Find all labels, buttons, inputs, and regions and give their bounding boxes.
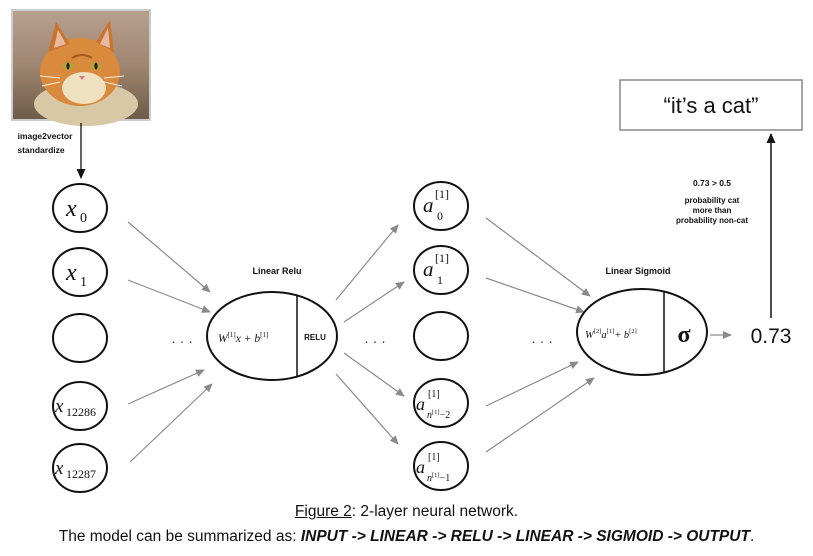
hidden-node-empty [413, 311, 469, 361]
svg-text:probability non-cat: probability non-cat [676, 216, 748, 225]
hidden-node-a0: a [1] 0 [413, 181, 469, 231]
figure-title: : 2-layer neural network. [351, 503, 519, 520]
svg-text:1: 1 [437, 273, 443, 287]
linear-formula-1: W[1]x + b[1] [218, 331, 268, 345]
input-node-x12287: x 12287 [52, 443, 108, 493]
input-node-x1: x 1 [52, 247, 108, 297]
linear-relu-neuron: W[1]x + b[1] RELU [206, 291, 338, 381]
svg-text:a: a [416, 457, 425, 477]
svg-text:1: 1 [80, 275, 87, 290]
svg-text:[1]: [1] [435, 187, 449, 201]
input-node-empty [52, 313, 108, 363]
linear-sigmoid-label: Linear Sigmoid [605, 266, 670, 276]
linear-sigmoid-neuron: W[2]a[1]+ b[2] σ [576, 288, 708, 376]
ellipsis-1: · · · [171, 333, 193, 349]
relu-to-hidden-arrows [335, 224, 405, 445]
svg-text:more than: more than [693, 206, 732, 215]
linear-relu-label: Linear Relu [252, 266, 301, 276]
svg-text:[1]: [1] [435, 251, 449, 265]
hidden-node-a1: a [1] 1 [413, 245, 469, 295]
model-summary: The model can be summarized as: INPUT ->… [0, 528, 813, 546]
svg-text:x: x [65, 260, 77, 286]
result-text: “it’s a cat” [664, 93, 759, 118]
input-node-x12286: x 12286 [52, 381, 108, 431]
figure-caption: Figure 2: 2-layer neural network. [0, 503, 813, 521]
hidden-node-a-n-minus-2: a [1] n[1]−2 [413, 378, 469, 428]
svg-text:probability cat: probability cat [685, 196, 740, 205]
standardize-label: standardize [17, 145, 65, 155]
sigma-symbol: σ [677, 322, 690, 348]
hidden-node-a-n-minus-1: a [1] n[1]−1 [413, 441, 469, 491]
result-box: “it’s a cat” [619, 79, 803, 131]
svg-text:a: a [423, 193, 434, 217]
cat-image [11, 9, 151, 126]
svg-text:0: 0 [80, 211, 87, 226]
svg-text:0.73 > 0.5: 0.73 > 0.5 [693, 178, 731, 188]
summary-pipeline: INPUT -> LINEAR -> RELU -> LINEAR -> SIG… [300, 528, 750, 545]
svg-text:x: x [65, 196, 77, 222]
svg-text:[1]: [1] [428, 389, 440, 400]
svg-text:n[1]−1: n[1]−1 [427, 472, 450, 484]
svg-text:[1]: [1] [428, 452, 440, 463]
svg-text:a: a [423, 257, 434, 281]
figure-ref: Figure 2 [294, 503, 352, 520]
summary-prefix: The model can be summarized as: [58, 528, 301, 545]
svg-text:0: 0 [437, 209, 443, 223]
input-to-hidden-arrows [127, 221, 213, 463]
input-node-x0: x 0 [52, 183, 108, 233]
svg-text:12286: 12286 [66, 405, 96, 419]
svg-text:a: a [416, 394, 425, 414]
hidden-to-output-arrows [485, 217, 595, 453]
ellipsis-3: · · · [531, 333, 553, 349]
svg-text:n[1]−2: n[1]−2 [427, 409, 450, 421]
image2vector-label: image2vector [18, 131, 73, 141]
svg-text:x: x [54, 458, 64, 479]
svg-text:12287: 12287 [66, 467, 96, 481]
summary-end: . [749, 528, 755, 545]
output-value: 0.73 [751, 325, 792, 348]
threshold-annotation: 0.73 > 0.5 probability cat more than pro… [676, 178, 748, 225]
ellipsis-2: · · · [364, 333, 386, 349]
svg-text:x: x [54, 396, 64, 417]
linear-formula-2: W[2]a[1]+ b[2] [585, 328, 637, 341]
relu-label: RELU [304, 333, 326, 342]
